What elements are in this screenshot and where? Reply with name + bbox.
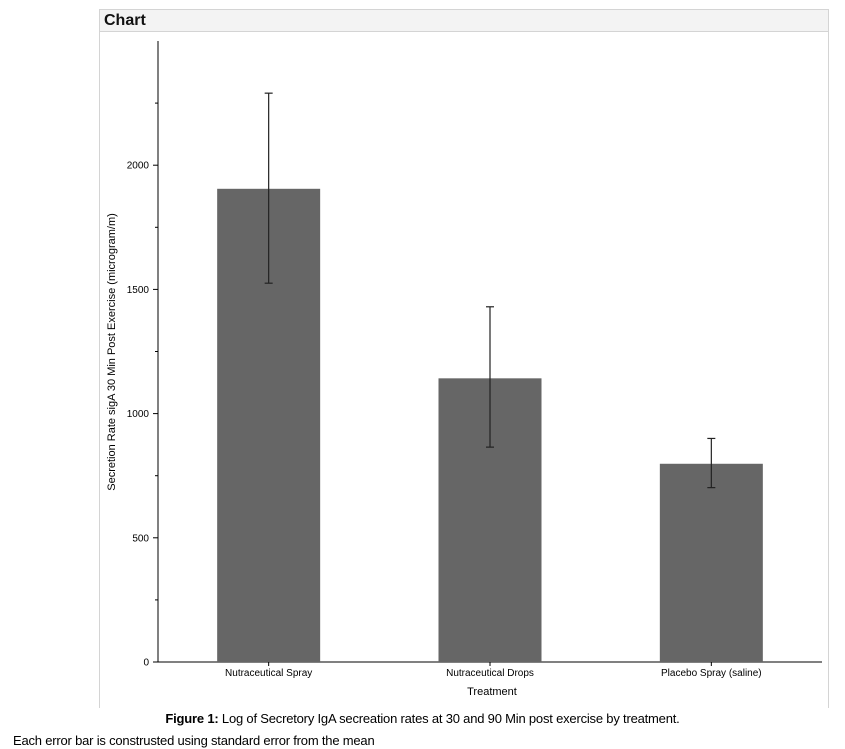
panel-title: Chart: [104, 12, 146, 29]
y-tick-label: 1500: [127, 285, 150, 296]
x-axis-title: Treatment: [467, 686, 517, 698]
x-tick-label: Nutraceutical Spray: [225, 668, 312, 679]
chart-frame: [99, 32, 829, 708]
y-tick-label: 2000: [127, 161, 150, 172]
bar-chart: 0 500 1000 1500 2000 Nutraceutical Spray Nutra…: [106, 41, 822, 698]
chart-panel-header: Chart: [99, 9, 829, 32]
y-axis-title: Secretion Rate sigA 30 Min Post Exercise…: [106, 213, 118, 491]
error-bar-note: Each error bar is construsted using stan…: [13, 733, 375, 748]
y-tick-label: 500: [132, 533, 149, 544]
caption-label: Figure 1:: [165, 711, 219, 726]
bar: [659, 463, 763, 662]
y-tick-label: 1000: [127, 409, 150, 420]
caption-text: Log of Secretory IgA secreation rates at…: [218, 711, 680, 726]
x-tick-label: Nutraceutical Drops: [446, 668, 534, 679]
x-tick-label: Placebo Spray (saline): [661, 668, 762, 679]
y-tick-label: 0: [143, 658, 149, 669]
figure-caption: Figure 1: Log of Secretory IgA secreatio…: [0, 711, 845, 726]
